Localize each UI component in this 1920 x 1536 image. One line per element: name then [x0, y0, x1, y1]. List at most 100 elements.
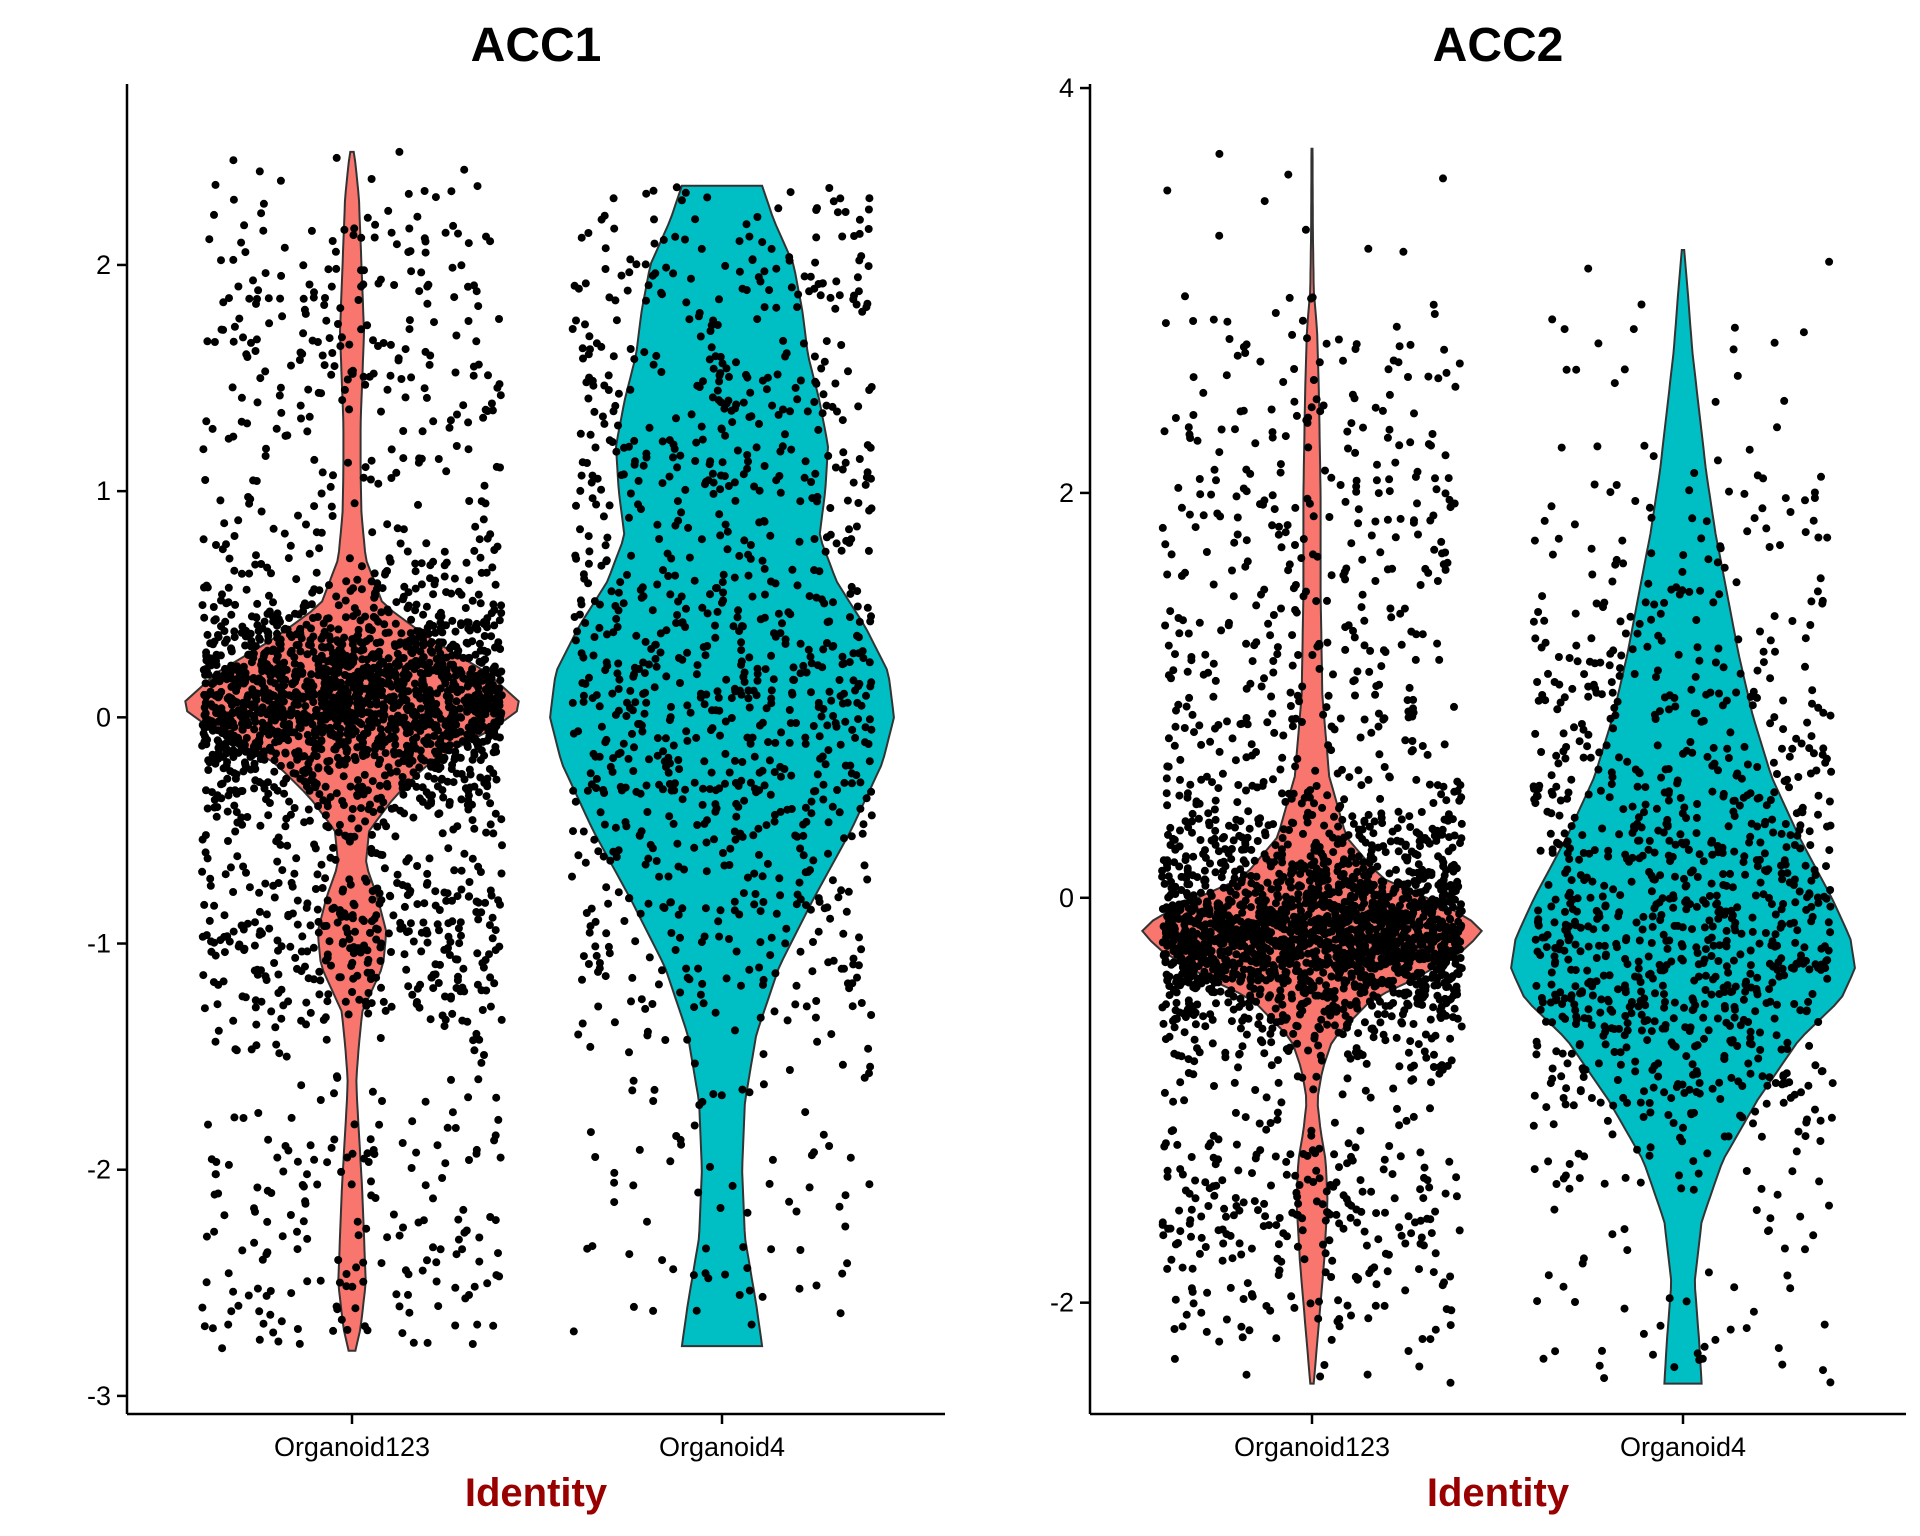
data-point	[311, 885, 320, 893]
data-point	[680, 865, 688, 874]
data-point	[287, 361, 295, 370]
data-point	[1166, 823, 1175, 832]
data-point	[576, 429, 585, 438]
data-point	[366, 475, 375, 484]
data-point	[448, 1009, 457, 1018]
data-point	[412, 1000, 421, 1008]
data-point	[779, 405, 787, 414]
data-point	[421, 669, 430, 678]
data-point	[254, 1109, 263, 1117]
data-point	[418, 797, 427, 806]
data-point	[762, 385, 771, 394]
data-point	[482, 828, 491, 837]
data-point	[745, 1286, 754, 1295]
data-point	[374, 279, 383, 288]
data-point	[439, 731, 448, 740]
data-point	[644, 660, 653, 669]
data-point	[734, 606, 743, 615]
data-point	[1349, 626, 1357, 635]
data-point	[748, 255, 757, 264]
data-point	[451, 1124, 460, 1132]
data-point	[448, 917, 457, 926]
data-point	[749, 831, 758, 840]
data-point	[404, 1290, 412, 1299]
data-point	[806, 272, 815, 281]
data-point	[1390, 1194, 1399, 1203]
data-point	[256, 374, 265, 383]
data-point	[476, 756, 485, 765]
data-point	[310, 690, 319, 699]
data-point	[496, 391, 505, 400]
data-point	[293, 1245, 302, 1254]
data-point	[1182, 702, 1191, 711]
data-point	[722, 974, 731, 983]
data-point	[468, 637, 477, 646]
data-point	[411, 606, 420, 615]
data-point	[701, 651, 710, 660]
data-point	[716, 906, 725, 915]
data-point	[198, 867, 207, 876]
data-point	[337, 1167, 346, 1176]
data-point	[367, 1177, 375, 1186]
data-point	[628, 706, 637, 715]
data-point	[230, 801, 239, 810]
data-point	[807, 659, 816, 668]
data-point	[321, 294, 329, 302]
data-point	[287, 1289, 296, 1298]
data-point	[777, 728, 786, 737]
data-point	[1210, 805, 1219, 814]
data-point	[278, 866, 287, 875]
data-point	[630, 355, 639, 364]
data-point	[217, 256, 225, 265]
data-point	[277, 669, 286, 678]
data-point	[1361, 1086, 1370, 1095]
data-point	[468, 800, 476, 809]
data-point	[284, 554, 293, 563]
data-point	[1353, 667, 1362, 676]
data-point	[762, 821, 771, 830]
data-point	[416, 704, 425, 713]
data-point	[847, 779, 856, 788]
data-point	[251, 996, 260, 1005]
data-point	[326, 635, 335, 644]
data-point	[1242, 536, 1251, 545]
data-point	[452, 331, 461, 340]
data-point	[601, 541, 610, 550]
data-point	[602, 556, 611, 565]
data-point	[299, 767, 308, 775]
data-point	[582, 909, 591, 917]
data-point	[359, 1258, 368, 1267]
data-point	[1195, 721, 1204, 730]
data-point	[831, 304, 840, 313]
data-point	[857, 999, 866, 1007]
data-point	[407, 615, 416, 624]
data-point	[699, 784, 707, 793]
data-point	[229, 255, 238, 264]
data-point	[267, 1189, 276, 1197]
data-point	[690, 1121, 699, 1130]
data-point	[320, 643, 329, 652]
data-point	[662, 263, 671, 272]
data-point	[486, 530, 495, 539]
data-point	[614, 588, 623, 597]
data-point	[231, 600, 240, 609]
data-point	[430, 708, 439, 717]
data-point	[265, 924, 274, 933]
data-point	[692, 733, 701, 742]
data-point	[854, 287, 863, 296]
data-point	[1343, 427, 1352, 436]
data-point	[641, 637, 650, 646]
data-point	[1402, 1116, 1411, 1125]
data-point	[317, 634, 326, 643]
data-point	[1283, 521, 1292, 530]
data-point	[269, 612, 278, 621]
data-point	[347, 814, 356, 823]
data-point	[312, 568, 321, 577]
data-point	[404, 687, 413, 696]
data-point	[1432, 485, 1441, 494]
data-point	[385, 554, 394, 563]
data-point	[318, 351, 327, 360]
data-point	[1314, 1314, 1323, 1323]
data-point	[616, 578, 625, 587]
data-point	[239, 862, 248, 871]
